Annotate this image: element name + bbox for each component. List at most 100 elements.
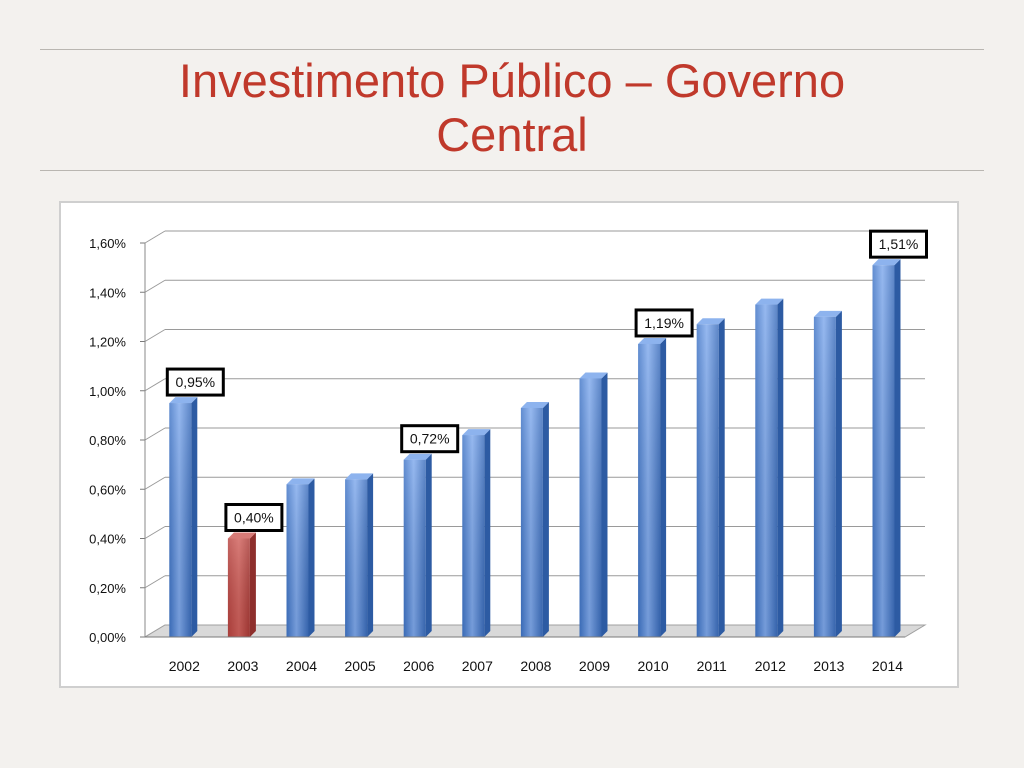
data-callout: 0,40% bbox=[224, 503, 284, 532]
bar-side bbox=[367, 473, 374, 637]
bar-side bbox=[191, 397, 198, 637]
grid-line-stub bbox=[144, 427, 166, 441]
x-tick-label: 2011 bbox=[697, 658, 727, 674]
bar-shade bbox=[813, 316, 836, 637]
x-tick-label: 2012 bbox=[755, 658, 786, 674]
bar bbox=[696, 318, 725, 637]
bar-shade bbox=[403, 459, 426, 637]
title-line-1: Investimento Público – Governo bbox=[178, 54, 846, 107]
data-callout: 1,51% bbox=[869, 229, 928, 259]
bar-top bbox=[520, 401, 549, 408]
bar-top bbox=[227, 532, 256, 539]
data-callout-box bbox=[400, 424, 460, 454]
bar bbox=[872, 259, 901, 637]
bar bbox=[345, 473, 374, 637]
x-tick-label: 2003 bbox=[227, 658, 258, 674]
top-divider bbox=[40, 49, 984, 50]
y-tick-label: 1,00% bbox=[89, 384, 126, 399]
y-tick-label: 0,60% bbox=[89, 482, 126, 497]
data-label: 0,40% bbox=[234, 510, 274, 526]
data-callouts: 0,95% 0,40% 0,72% 1,19% 1,51% bbox=[165, 229, 928, 532]
bar-side bbox=[835, 310, 842, 637]
bar-side bbox=[542, 401, 549, 637]
bar-shade bbox=[169, 403, 192, 637]
grid-line-stub bbox=[144, 329, 166, 342]
x-tick-label: 2004 bbox=[286, 658, 317, 674]
x-tick-label: 2013 bbox=[813, 658, 844, 674]
chart-frame bbox=[59, 201, 959, 688]
data-callout-box bbox=[634, 308, 694, 338]
grid-line-stub bbox=[144, 230, 166, 244]
bar-side bbox=[894, 259, 901, 637]
bar-top bbox=[403, 453, 432, 460]
bar-top bbox=[462, 429, 491, 436]
data-label: 1,51% bbox=[879, 236, 919, 252]
y-tick-label: 1,20% bbox=[89, 335, 126, 350]
y-tick-label: 0,80% bbox=[89, 433, 126, 448]
bar-shade bbox=[462, 435, 485, 637]
grid-line-stub bbox=[144, 575, 166, 589]
bar bbox=[638, 337, 667, 637]
y-tick-label: 0,00% bbox=[89, 630, 126, 645]
bar bbox=[579, 372, 608, 637]
grid-line-stub bbox=[144, 378, 166, 392]
bar-shade bbox=[345, 479, 368, 637]
bar-top bbox=[169, 397, 198, 404]
data-label: 1,19% bbox=[644, 315, 684, 331]
data-callout-box bbox=[165, 367, 225, 397]
data-callout: 0,72% bbox=[400, 424, 460, 454]
data-label: 0,95% bbox=[175, 374, 215, 390]
bar bbox=[227, 532, 256, 637]
bar bbox=[462, 429, 491, 637]
bar-side bbox=[601, 372, 608, 637]
bar-shade bbox=[872, 265, 895, 637]
y-tick-label: 1,40% bbox=[89, 285, 126, 300]
bar-side bbox=[660, 337, 667, 637]
bar bbox=[813, 310, 842, 637]
data-callout: 0,95% bbox=[165, 367, 225, 397]
data-callout-box bbox=[224, 503, 284, 532]
x-tick-label: 2008 bbox=[520, 658, 551, 674]
bar-shade bbox=[579, 378, 602, 637]
grid-line-stub bbox=[144, 476, 166, 490]
x-tick-label: 2002 bbox=[169, 658, 200, 674]
bar-shade bbox=[755, 304, 778, 637]
bar bbox=[286, 478, 315, 637]
bar-side bbox=[249, 532, 256, 637]
bar-top bbox=[755, 298, 784, 305]
bar bbox=[520, 401, 549, 637]
bar-side bbox=[425, 453, 432, 637]
data-callout-box bbox=[869, 229, 928, 259]
x-tick-label: 2014 bbox=[872, 658, 903, 674]
bar-side bbox=[484, 429, 491, 637]
bottom-divider bbox=[40, 170, 984, 171]
y-tick-label: 1,60% bbox=[89, 236, 126, 251]
x-tick-label: 2009 bbox=[579, 658, 610, 674]
title-line-2: Central bbox=[436, 108, 588, 161]
bar-top bbox=[813, 310, 842, 317]
x-axis: 2002 2003 2004 2005 2006 2007 2008 2009 2010 2011… bbox=[145, 636, 905, 674]
bar-shade bbox=[520, 407, 543, 637]
y-axis: 0,00% 0,20% 0,40% 0,60% 0,80% 1,00% 1,20% 1,40%… bbox=[89, 236, 146, 645]
bar-series bbox=[169, 259, 901, 637]
slide-title: Investimento Público – Governo Central bbox=[0, 54, 1024, 162]
bar-top bbox=[345, 473, 374, 480]
grid-line-stub bbox=[144, 279, 166, 293]
y-tick-label: 0,20% bbox=[89, 581, 126, 596]
bar-shade bbox=[696, 324, 719, 637]
bar-top bbox=[286, 478, 315, 485]
bar-top bbox=[872, 259, 901, 266]
bar-shade bbox=[638, 343, 661, 637]
bar-shade bbox=[286, 484, 309, 637]
x-tick-label: 2006 bbox=[403, 658, 434, 674]
data-label: 0,72% bbox=[410, 431, 450, 447]
x-tick-label: 2005 bbox=[345, 658, 376, 674]
bar-shade bbox=[227, 538, 250, 637]
bar-top bbox=[579, 372, 608, 379]
x-tick-label: 2010 bbox=[638, 658, 669, 674]
bar-top bbox=[696, 318, 725, 325]
bar bbox=[755, 298, 784, 637]
y-tick-label: 0,40% bbox=[89, 532, 126, 547]
bar bbox=[169, 397, 198, 637]
